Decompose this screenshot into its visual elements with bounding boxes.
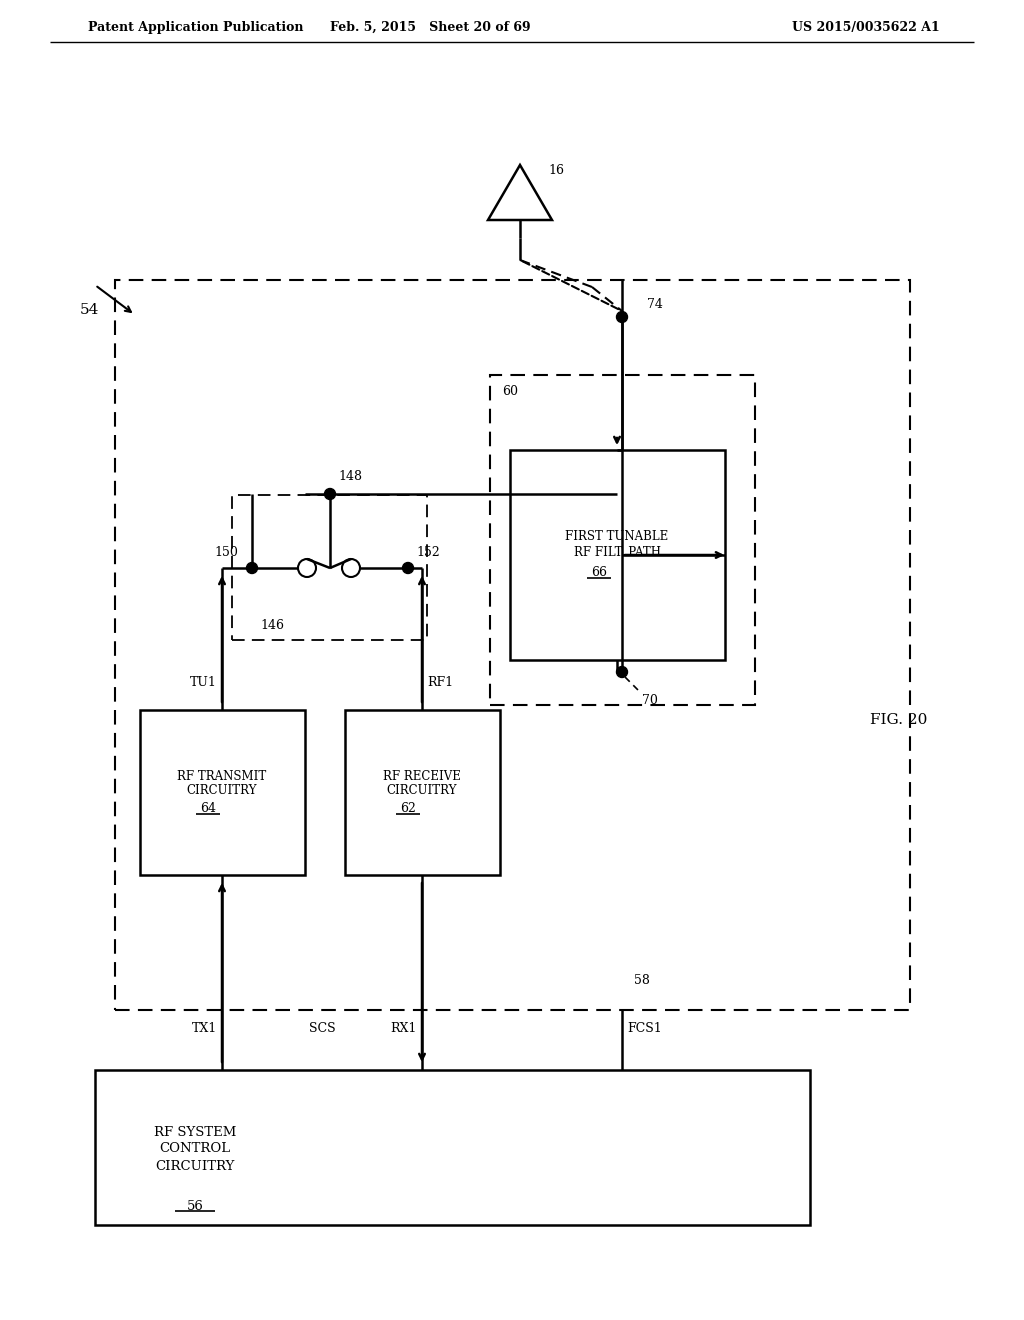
- Text: 56: 56: [186, 1200, 204, 1213]
- Text: FIG. 20: FIG. 20: [870, 713, 928, 727]
- Text: RF1: RF1: [427, 676, 454, 689]
- Text: Patent Application Publication: Patent Application Publication: [88, 21, 303, 33]
- Bar: [140, 710, 305, 875]
- Text: 58: 58: [634, 974, 650, 986]
- Bar: [345, 710, 500, 875]
- Text: SCS: SCS: [308, 1022, 335, 1035]
- Text: 16: 16: [548, 164, 564, 177]
- Circle shape: [402, 562, 414, 573]
- Text: 54: 54: [80, 304, 99, 317]
- Text: 150: 150: [214, 545, 238, 558]
- Text: CONTROL: CONTROL: [160, 1142, 230, 1155]
- Text: FIRST TUNABLE: FIRST TUNABLE: [565, 531, 669, 544]
- Text: RX1: RX1: [390, 1022, 417, 1035]
- Bar: [490, 375, 755, 705]
- Bar: [95, 1071, 810, 1225]
- Bar: [115, 280, 910, 1010]
- Text: 60: 60: [502, 385, 518, 399]
- Text: US 2015/0035622 A1: US 2015/0035622 A1: [793, 21, 940, 33]
- Text: CIRCUITRY: CIRCUITRY: [186, 784, 257, 797]
- Text: 70: 70: [642, 693, 657, 706]
- Text: TU1: TU1: [190, 676, 217, 689]
- Text: CIRCUITRY: CIRCUITRY: [387, 784, 458, 797]
- Text: TX1: TX1: [191, 1022, 217, 1035]
- Text: RF SYSTEM: RF SYSTEM: [154, 1126, 237, 1138]
- Text: RF TRANSMIT: RF TRANSMIT: [177, 771, 266, 784]
- Text: FCS1: FCS1: [627, 1022, 662, 1035]
- Text: 64: 64: [200, 803, 216, 816]
- Bar: [510, 450, 725, 660]
- Circle shape: [616, 667, 628, 677]
- Circle shape: [325, 488, 336, 499]
- Text: 62: 62: [400, 803, 416, 816]
- Circle shape: [247, 562, 257, 573]
- Text: RF FILT. PATH: RF FILT. PATH: [573, 546, 660, 560]
- Circle shape: [616, 312, 628, 322]
- Text: RF RECEIVE: RF RECEIVE: [383, 771, 461, 784]
- Text: 66: 66: [591, 566, 607, 579]
- Text: 152: 152: [416, 545, 439, 558]
- Text: 74: 74: [647, 298, 663, 312]
- Text: Feb. 5, 2015   Sheet 20 of 69: Feb. 5, 2015 Sheet 20 of 69: [330, 21, 530, 33]
- Text: CIRCUITRY: CIRCUITRY: [156, 1159, 234, 1172]
- Bar: [232, 495, 427, 640]
- Text: 148: 148: [338, 470, 362, 483]
- Text: 146: 146: [260, 619, 284, 632]
